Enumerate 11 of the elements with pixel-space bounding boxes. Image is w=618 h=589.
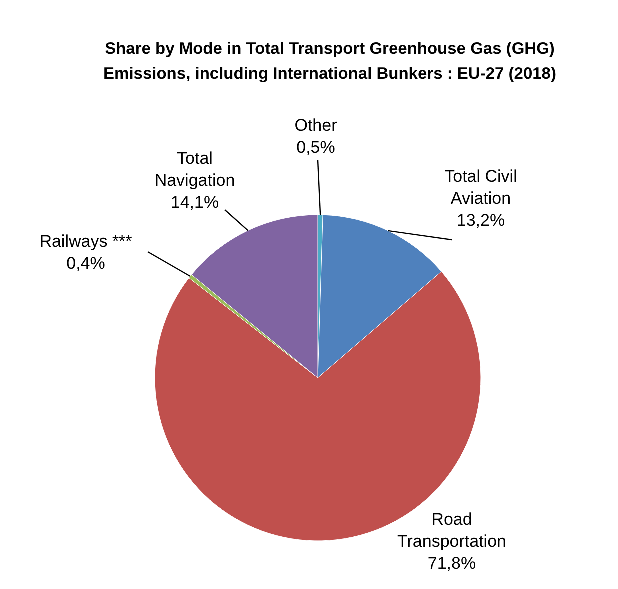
slice-label: Railways ***	[40, 232, 133, 251]
chart-title: Share by Mode in Total Transport Greenhouse Gas (GHG) Emissions, including International Bunkers : EU-27 (2018)	[104, 40, 556, 83]
data-label: 71,8%	[428, 554, 476, 573]
data-label: 14,1%	[170, 193, 220, 212]
slice-label: Total Civil Aviation	[444, 167, 518, 208]
slice-label: Other	[294, 116, 338, 135]
data-label: 0,4%	[66, 254, 106, 273]
data-label: 0,5%	[296, 138, 336, 157]
data-label: 13,2%	[456, 211, 506, 230]
slice-label: Road Transportation	[398, 510, 506, 551]
slice-label: Total Navigation	[154, 149, 236, 190]
